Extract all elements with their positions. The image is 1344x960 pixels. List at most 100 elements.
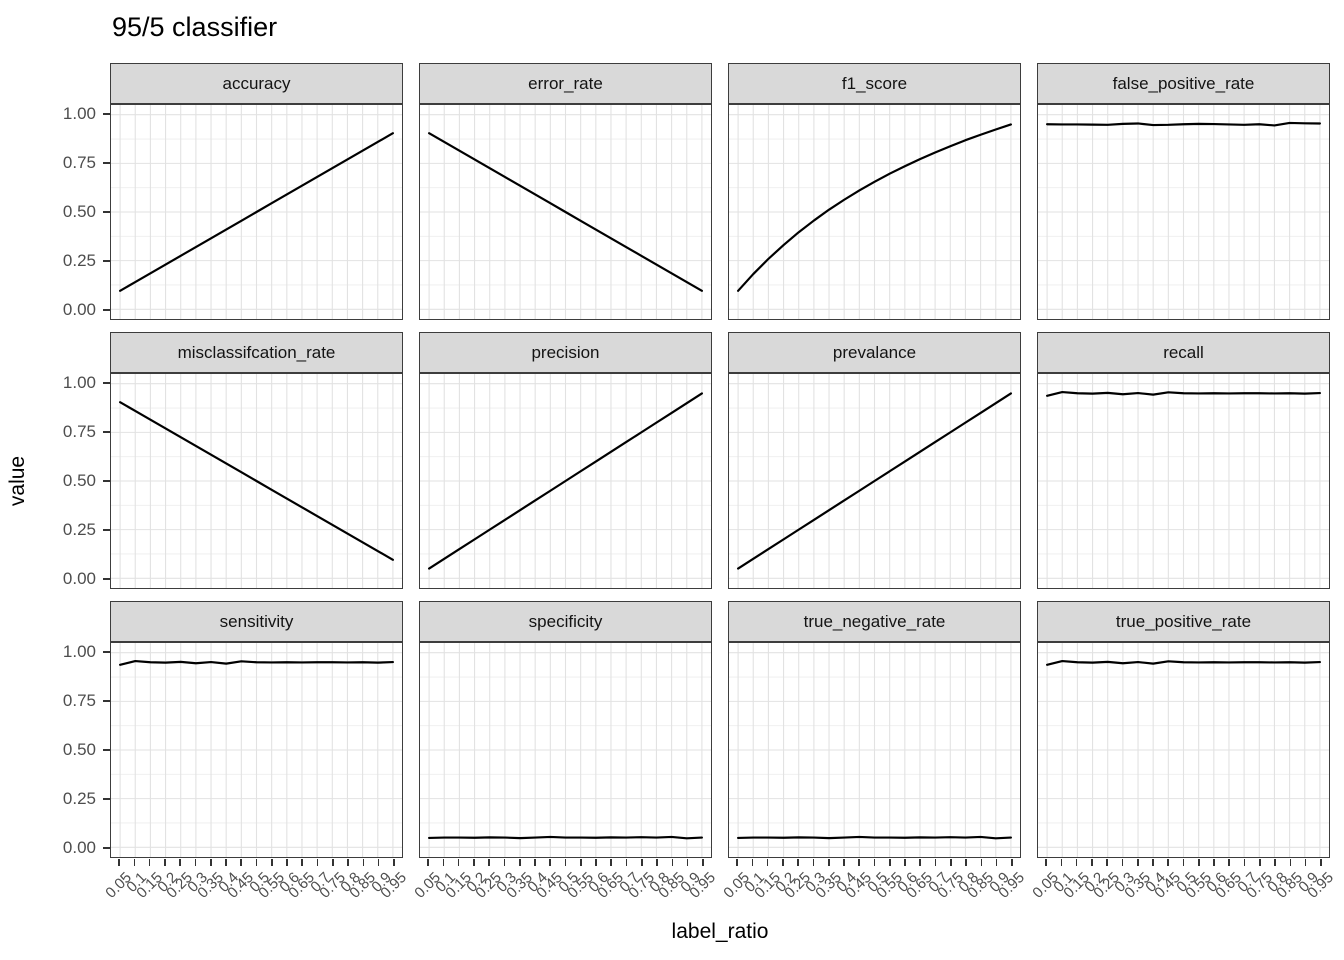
facet-panel-true_positive_rate [1037, 642, 1330, 858]
facet-panel-accuracy [110, 104, 403, 320]
x-tick-mark [1289, 859, 1292, 866]
x-tick-mark [133, 859, 136, 866]
y-tick-label: 0.25 [62, 789, 96, 809]
facet-strip-label: recall [1163, 342, 1204, 362]
x-tick-mark [148, 859, 151, 866]
facet-panel-true_negative_rate [728, 642, 1021, 858]
facet-panel-precision [419, 373, 712, 589]
x-tick-mark [873, 859, 876, 866]
facet-panel-error_rate [419, 104, 712, 320]
x-tick-mark [579, 859, 582, 866]
x-tick-mark [194, 859, 197, 866]
data-line-error_rate [428, 132, 703, 292]
facet-strip-specificity: specificity [419, 601, 712, 642]
x-tick-mark [888, 859, 891, 866]
x-tick-mark [995, 859, 998, 866]
y-tick-label: 1.00 [62, 372, 96, 392]
x-tick-mark [564, 859, 567, 866]
x-tick-mark [641, 859, 643, 866]
y-tick-label: 0.75 [62, 152, 96, 172]
x-tick-mark [965, 859, 967, 866]
x-tick-mark [240, 859, 243, 866]
x-tick-mark [1075, 859, 1078, 866]
y-tick-mark [103, 700, 110, 702]
y-tick-mark [103, 798, 110, 800]
y-tick-mark [103, 113, 110, 115]
data-line-prevalance [737, 392, 1012, 570]
y-tick-mark [103, 529, 110, 531]
x-tick-mark [1243, 859, 1246, 866]
facet-strip-true_negative_rate: true_negative_rate [728, 601, 1021, 642]
x-tick-mark [1152, 859, 1154, 866]
facet-strip-f1_score: f1_score [728, 63, 1021, 104]
x-tick-mark [534, 859, 536, 866]
y-tick-label: 0.25 [62, 251, 96, 271]
x-tick-mark [427, 859, 429, 866]
x-tick-mark [1213, 859, 1215, 866]
x-tick-mark [1106, 859, 1108, 866]
x-tick-mark [347, 859, 349, 866]
y-tick-mark [103, 578, 110, 580]
facet-strip-label: true_negative_rate [803, 611, 946, 631]
data-line-f1_score [737, 123, 1012, 292]
data-line-true_positive_rate [1046, 660, 1321, 666]
facet-strip-error_rate: error_rate [419, 63, 712, 104]
facet-panel-specificity [419, 642, 712, 858]
x-tick-mark [736, 859, 738, 866]
facet-strip-true_positive_rate: true_positive_rate [1037, 601, 1330, 642]
x-tick-mark [1197, 859, 1200, 866]
x-tick-mark [488, 859, 490, 866]
x-tick-mark [950, 859, 952, 866]
x-tick-mark [671, 859, 674, 866]
y-tick-label: 0.50 [62, 740, 96, 759]
y-tick-mark [103, 260, 110, 262]
x-tick-mark [858, 859, 861, 866]
x-tick-mark [797, 859, 799, 866]
facet-strip-misclassifcation_rate: misclassifcation_rate [110, 332, 403, 373]
x-tick-mark [1304, 859, 1307, 866]
plot-title: 95/5 classifier [112, 12, 278, 42]
facet-strip-precision: precision [419, 332, 712, 373]
data-line-true_negative_rate [737, 835, 1012, 840]
x-tick-mark [518, 859, 521, 866]
facet-panel-recall [1037, 373, 1330, 589]
y-tick-mark [103, 309, 110, 311]
x-tick-mark [393, 859, 395, 866]
x-tick-mark [316, 859, 319, 866]
y-tick-mark [103, 847, 110, 849]
x-tick-mark [766, 859, 769, 866]
x-tick-mark [301, 859, 304, 866]
facet-panel-f1_score [728, 104, 1021, 320]
x-tick-mark [812, 859, 815, 866]
x-tick-mark [702, 859, 704, 866]
x-axis-title: label_ratio [671, 920, 769, 943]
x-tick-mark [118, 859, 120, 866]
x-tick-mark [332, 859, 334, 866]
data-line-precision [428, 392, 703, 570]
x-tick-mark [1274, 859, 1276, 866]
x-tick-mark [980, 859, 983, 866]
y-tick-label: 0.25 [62, 520, 96, 540]
facet-panel-false_positive_rate [1037, 104, 1330, 320]
y-tick-mark [103, 480, 110, 482]
facet-panel-sensitivity [110, 642, 403, 858]
y-tick-label: 0.00 [62, 838, 96, 858]
x-tick-mark [1167, 859, 1170, 866]
facet-strip-label: prevalance [832, 342, 917, 362]
facet-strip-prevalance: prevalance [728, 332, 1021, 373]
x-tick-mark [442, 859, 445, 866]
data-line-specificity [428, 835, 703, 840]
x-tick-mark [473, 859, 475, 866]
x-tick-mark [503, 859, 506, 866]
x-tick-mark [625, 859, 628, 866]
y-tick-mark [103, 382, 110, 384]
x-tick-mark [1011, 859, 1013, 866]
data-line-sensitivity [119, 660, 394, 666]
x-tick-mark [686, 859, 689, 866]
data-line-false_positive_rate [1046, 121, 1321, 127]
x-tick-mark [751, 859, 754, 866]
x-tick-mark [934, 859, 937, 866]
x-tick-mark [1228, 859, 1231, 866]
x-tick-mark [782, 859, 784, 866]
